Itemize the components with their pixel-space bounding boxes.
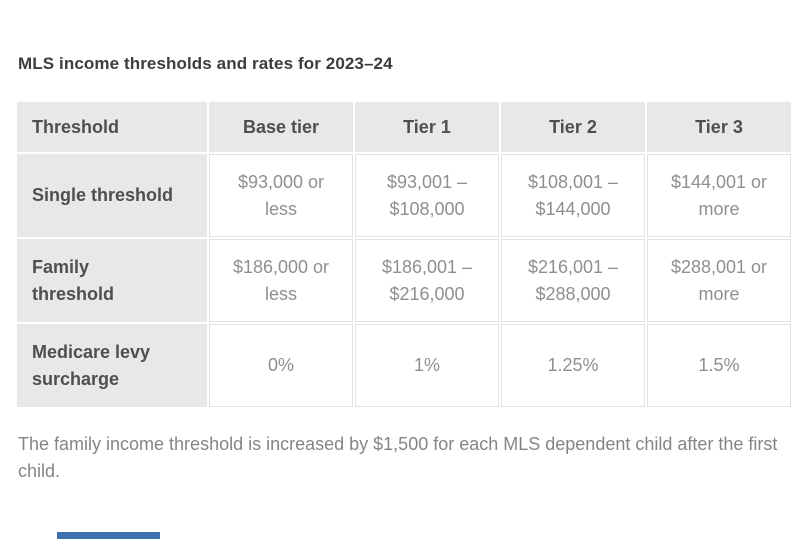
column-header-tier-3: Tier 3 [647,102,791,152]
cell-single-tier-2: $108,001 – $144,000 [501,154,645,237]
cell-rate-tier-2: 1.25% [501,324,645,407]
table-row-family-threshold: Family threshold $186,000 or less $186,0… [17,239,791,322]
cell-rate-tier-1: 1% [355,324,499,407]
column-header-tier-1: Tier 1 [355,102,499,152]
cell-family-tier-2: $216,001 – $288,000 [501,239,645,322]
table-row-single-threshold: Single threshold $93,000 or less $93,001… [17,154,791,237]
table-row-mls-rate: Medicare levy surcharge 0% 1% 1.25% 1.5% [17,324,791,407]
column-header-base-tier: Base tier [209,102,353,152]
column-header-tier-2: Tier 2 [501,102,645,152]
cell-family-tier-3: $288,001 or more [647,239,791,322]
cell-single-tier-1: $93,001 – $108,000 [355,154,499,237]
column-header-threshold: Threshold [17,102,207,152]
mls-thresholds-table: Threshold Base tier Tier 1 Tier 2 Tier 3… [15,100,793,409]
cell-rate-base-tier: 0% [209,324,353,407]
cell-rate-tier-3: 1.5% [647,324,791,407]
row-header-medicare-levy-surcharge: Medicare levy surcharge [17,324,207,407]
cell-single-base-tier: $93,000 or less [209,154,353,237]
row-header-single-threshold: Single threshold [17,154,207,237]
footnote-text: The family income threshold is increased… [18,434,778,481]
cell-family-tier-1: $186,001 – $216,000 [355,239,499,322]
cell-single-tier-3: $144,001 or more [647,154,791,237]
row-header-family-threshold: Family threshold [17,239,207,322]
table-header-row: Threshold Base tier Tier 1 Tier 2 Tier 3 [17,102,791,152]
cell-family-base-tier: $186,000 or less [209,239,353,322]
partially-visible-blue-bar [57,532,160,539]
page-title: MLS income thresholds and rates for 2023… [18,54,393,73]
